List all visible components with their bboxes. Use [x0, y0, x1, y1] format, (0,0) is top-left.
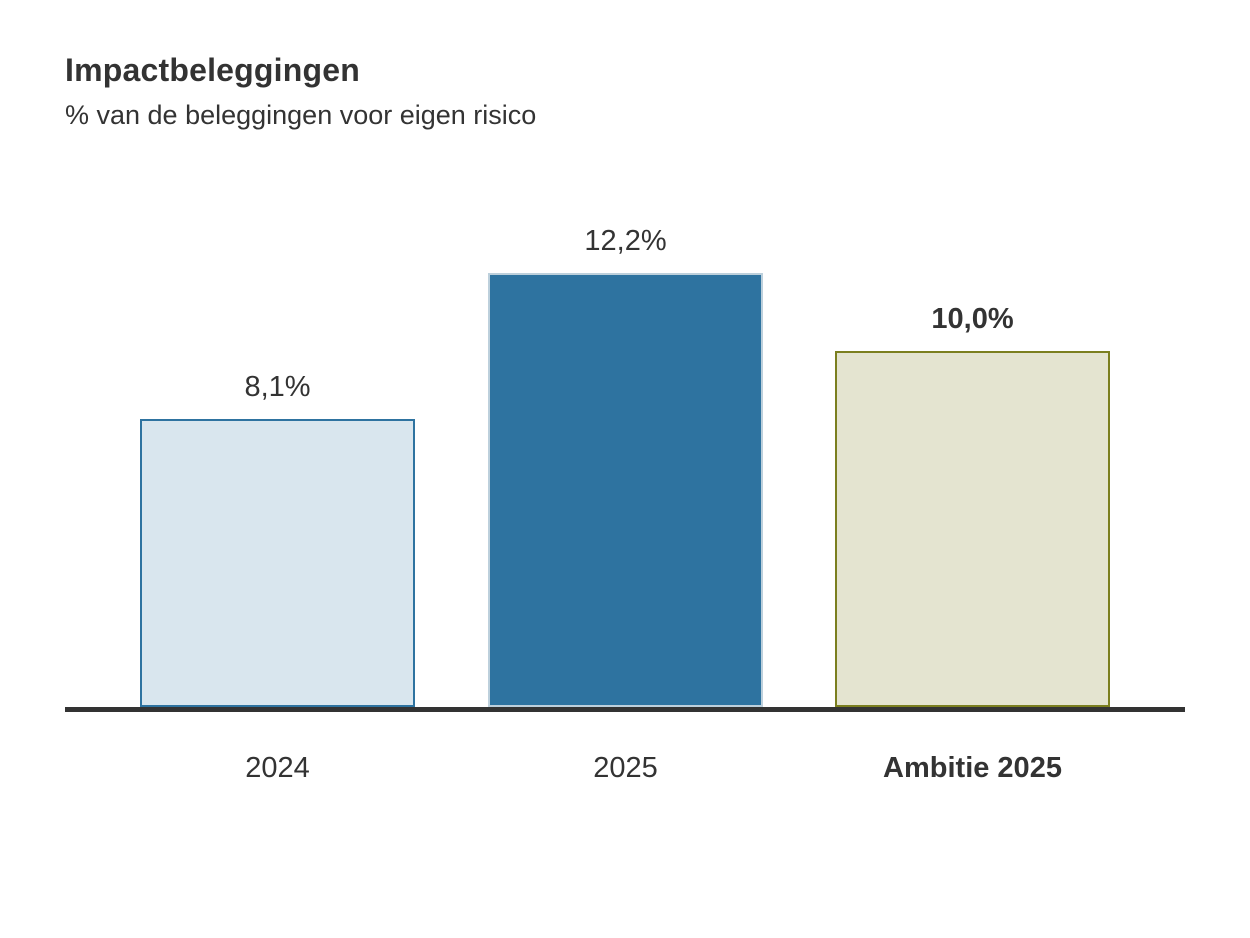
category-label-2024: 2024 — [245, 752, 310, 784]
category-label-2025: 2025 — [593, 752, 658, 784]
chart-title: Impactbeleggingen — [65, 52, 360, 88]
category-label-ambitie-2025: Ambitie 2025 — [883, 752, 1062, 784]
chart-subtitle: % van de beleggingen voor eigen risico — [65, 100, 537, 130]
value-label-2025: 12,2% — [584, 225, 667, 257]
x-axis-line — [65, 707, 1185, 712]
bar-2025 — [488, 273, 763, 707]
bar-ambitie-2025 — [835, 351, 1110, 707]
plot-area: 8,1% 2024 12,2% 2025 10,0% Ambitie 2025 — [65, 0, 1185, 938]
value-label-2024: 8,1% — [244, 371, 311, 403]
value-label-ambitie-2025: 10,0% — [931, 303, 1014, 335]
bar-2024 — [140, 419, 415, 707]
